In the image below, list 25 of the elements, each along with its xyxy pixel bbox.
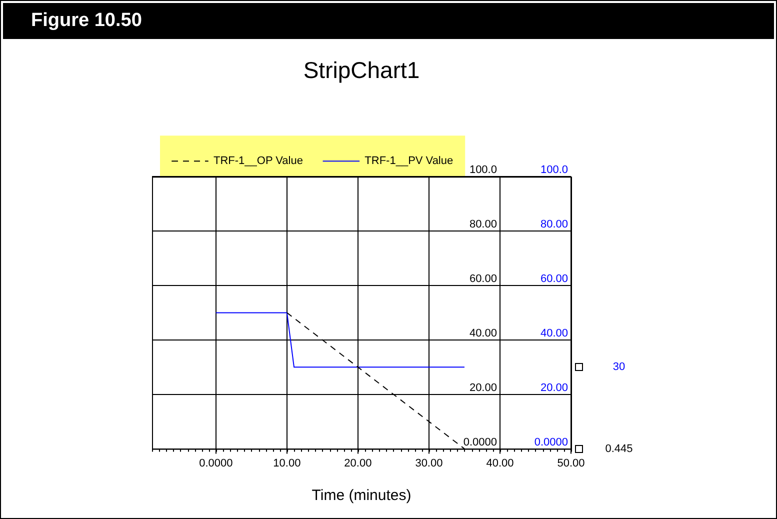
y-tick-label: 100.0 <box>469 164 497 176</box>
y2-tick-label: 40.00 <box>540 327 568 340</box>
chart-title: StripChart1 <box>303 57 420 84</box>
legend-label: TRF-1__PV Value <box>364 155 454 168</box>
x-tick-label: 20.00 <box>344 457 372 470</box>
x-tick-label: 0.0000 <box>199 457 233 470</box>
y-tick-label: 40.00 <box>469 327 497 340</box>
y-tick-label: 80.00 <box>469 218 497 231</box>
y-tick-label: 60.00 <box>469 273 497 286</box>
x-tick-label: 40.00 <box>486 457 514 470</box>
legend-label: TRF-1__OP Value <box>214 155 303 168</box>
x-tick-label: 10.00 <box>273 457 301 470</box>
x-tick-label: 50.00 <box>557 457 585 470</box>
x-axis-title: Time (minutes) <box>312 487 412 504</box>
text: 30 <box>612 361 626 374</box>
y-tick-label: 20.00 <box>469 382 497 394</box>
y2-tick-label: 80.00 <box>540 218 568 231</box>
caption: Figure 10.50 <box>3 3 774 39</box>
text: 0.445 <box>605 442 633 455</box>
x-tick-label: 30.00 <box>415 457 443 470</box>
y2-tick-label: 0.0000 <box>534 436 568 448</box>
y2-tick-label: 100.0 <box>540 164 568 176</box>
y2-tick-label: 20.00 <box>540 382 568 394</box>
y-tick-label: 0.0000 <box>463 436 497 448</box>
y2-tick-label: 60.00 <box>540 273 568 286</box>
